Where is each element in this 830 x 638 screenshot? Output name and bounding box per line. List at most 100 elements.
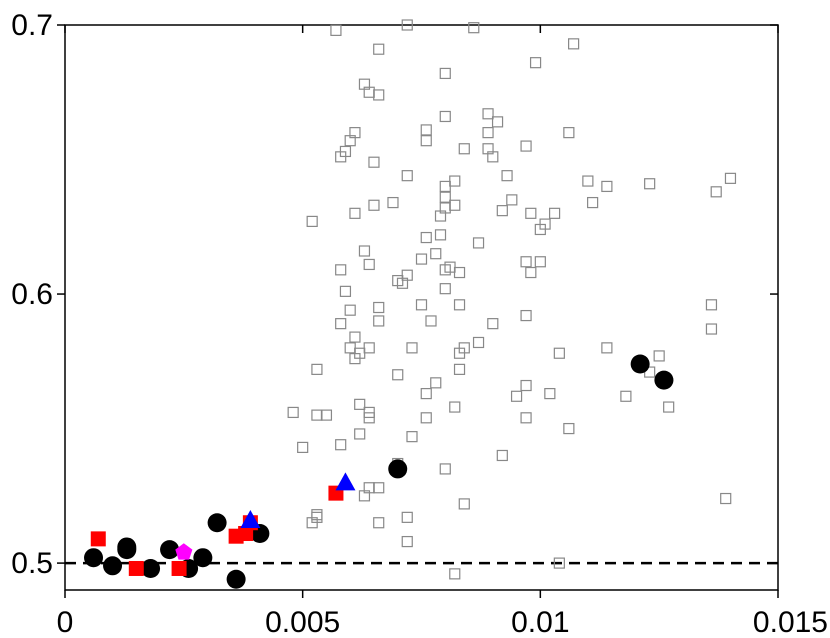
- open-square-point: [449, 199, 461, 211]
- open-square-point: [601, 180, 613, 193]
- open-square-point: [439, 67, 451, 80]
- open-square-point: [487, 151, 499, 163]
- black-circle-point: [117, 537, 137, 557]
- open-square-point: [520, 379, 532, 392]
- plot-frame: [64, 24, 779, 591]
- open-square-point: [368, 199, 380, 211]
- open-square-point: [487, 318, 499, 330]
- open-square-point: [373, 517, 385, 529]
- open-square-point: [344, 304, 356, 316]
- open-square-point: [449, 401, 461, 413]
- open-square-point: [373, 315, 385, 327]
- open-square-point: [496, 205, 508, 217]
- open-square-point: [363, 412, 375, 424]
- open-square-point: [339, 285, 352, 297]
- open-square-point: [534, 223, 546, 236]
- open-square-point: [363, 258, 375, 271]
- open-square-point: [582, 175, 594, 187]
- open-square-point: [501, 170, 513, 182]
- open-square-point: [401, 535, 413, 548]
- open-square-point: [311, 363, 323, 375]
- black-circle-point: [207, 513, 227, 533]
- open-square-point: [420, 387, 432, 400]
- open-square-point: [496, 449, 508, 462]
- open-square-point: [401, 170, 413, 182]
- open-square-point: [472, 237, 485, 249]
- open-square-point: [548, 207, 561, 219]
- y-tick-label: 0.6: [11, 278, 53, 311]
- open-square-point: [506, 194, 518, 206]
- open-square-point: [297, 441, 309, 454]
- open-square-point: [311, 409, 323, 421]
- black-circle-point: [388, 459, 408, 479]
- open-square-point: [387, 196, 399, 209]
- open-square-point: [430, 377, 442, 389]
- x-tick-label: 0.015: [753, 606, 828, 638]
- open-square-point: [453, 299, 466, 311]
- open-square-point: [525, 207, 537, 219]
- open-square-point: [601, 342, 613, 354]
- open-square-point: [358, 490, 371, 502]
- open-square-point: [705, 323, 718, 335]
- black-circle-point: [160, 540, 180, 560]
- open-square-point: [520, 140, 532, 152]
- x-tick-label: 0: [57, 606, 74, 638]
- open-square-point: [306, 215, 318, 228]
- open-square-point: [287, 406, 299, 419]
- open-square-point: [534, 256, 546, 268]
- open-square-point: [415, 253, 428, 265]
- open-square-point: [663, 401, 675, 413]
- open-square-point: [653, 350, 665, 362]
- black-circle-point: [226, 569, 246, 589]
- black-circle-point: [141, 558, 161, 578]
- open-square-point: [349, 207, 361, 219]
- red-square-point: [128, 560, 144, 576]
- open-square-point: [520, 256, 532, 268]
- open-square-point: [453, 266, 466, 279]
- open-square-point: [349, 331, 361, 343]
- open-square-point: [520, 412, 532, 424]
- open-square-point: [354, 398, 366, 410]
- black-circle-point: [630, 354, 650, 374]
- open-square-point: [420, 124, 432, 136]
- open-square-point: [335, 439, 347, 451]
- open-square-point: [420, 135, 432, 147]
- open-square-point: [458, 143, 470, 155]
- open-square-point: [439, 283, 451, 295]
- open-square-point: [335, 318, 347, 330]
- open-square-point: [373, 301, 385, 314]
- open-square-point: [720, 492, 732, 505]
- open-square-point: [553, 557, 565, 569]
- open-square-point: [482, 108, 494, 120]
- open-square-point: [434, 210, 447, 222]
- y-tick-label: 0.5: [11, 547, 53, 580]
- open-square-point: [425, 315, 437, 327]
- open-square-point: [373, 43, 385, 55]
- blue-triangle-point: [240, 510, 261, 529]
- black-circle-point: [654, 370, 674, 390]
- black-circle-point: [84, 548, 104, 568]
- open-square-point: [520, 309, 532, 322]
- open-square-point: [458, 498, 470, 510]
- red-square-point: [90, 531, 106, 547]
- open-square-point: [482, 127, 494, 139]
- open-square-point: [373, 482, 385, 494]
- open-square-point: [568, 38, 580, 50]
- tick-labels: 0 0.005 0.01 0.015 0.5 0.6 0.7: [11, 9, 828, 638]
- open-square-point: [401, 511, 413, 523]
- open-square-point: [563, 422, 575, 435]
- open-square-point: [724, 172, 737, 184]
- open-square-point: [705, 299, 718, 311]
- open-square-point: [434, 229, 447, 241]
- open-square-point: [344, 342, 356, 354]
- open-square-point: [368, 156, 380, 168]
- open-square-point: [710, 186, 722, 198]
- open-square-point: [510, 390, 523, 402]
- open-square-point: [491, 116, 504, 128]
- open-square-point: [415, 299, 428, 311]
- open-square-point: [320, 409, 333, 421]
- open-square-point: [449, 568, 461, 580]
- open-square-point: [644, 178, 656, 190]
- axes: [57, 24, 779, 598]
